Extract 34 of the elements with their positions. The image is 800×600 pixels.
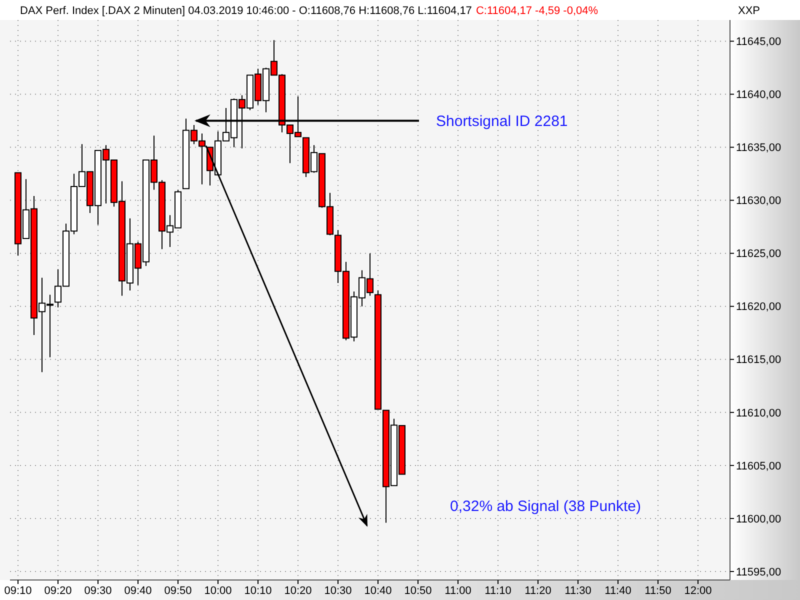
annotation: 0,32% ab Signal (38 Punkte) [450,498,641,515]
y-tick-label: 11620,00 [736,301,782,314]
y-tick-label: 11605,00 [736,460,782,472]
x-tick-label: 10:20 [284,585,312,597]
x-tick-label: 09:10 [4,585,32,597]
y-tick-label: 11615,00 [736,354,782,366]
x-tick-label: 11:00 [444,585,472,597]
y-tick-label: 11630,00 [736,195,782,208]
y-tick-label: 11595,00 [736,566,782,578]
x-tick-label: 11:30 [564,585,592,597]
chart-subtitle: C:11604,17 -4,59 -0,04% [476,5,598,17]
x-tick-label: 11:50 [644,585,672,597]
x-tick-label: 09:50 [164,585,192,597]
x-tick-label: 11:20 [524,585,552,597]
x-tick-label: 09:30 [84,585,112,597]
y-tick-label: 11645,00 [736,36,782,48]
y-tick-label: 11635,00 [736,142,782,154]
y-tick-label: 11600,00 [736,513,782,526]
y-tick-label: 11640,00 [736,89,782,102]
x-tick-label: 09:40 [124,585,152,597]
x-tick-label: 10:50 [404,585,432,597]
x-tick-label: 12:00 [684,585,712,597]
x-tick-label: 11:40 [604,585,632,597]
y-axis-title: XXP [738,5,760,17]
x-tick-label: 10:00 [204,585,232,597]
annotation: Shortsignal ID 2281 [436,113,568,130]
x-tick-label: 11:10 [484,585,512,597]
y-tick-label: 11610,00 [736,407,782,420]
x-tick-label: 10:30 [324,585,352,597]
chart-title: DAX Perf. Index [.DAX 2 Minuten] 04.03.2019 10:46:00 - O:11608,76 H:11608,76 L:11604,17 [20,5,472,17]
x-tick-label: 10:40 [364,585,392,597]
y-tick-label: 11625,00 [736,248,782,260]
x-tick-label: 09:20 [44,585,72,597]
x-tick-label: 10:10 [244,585,272,597]
